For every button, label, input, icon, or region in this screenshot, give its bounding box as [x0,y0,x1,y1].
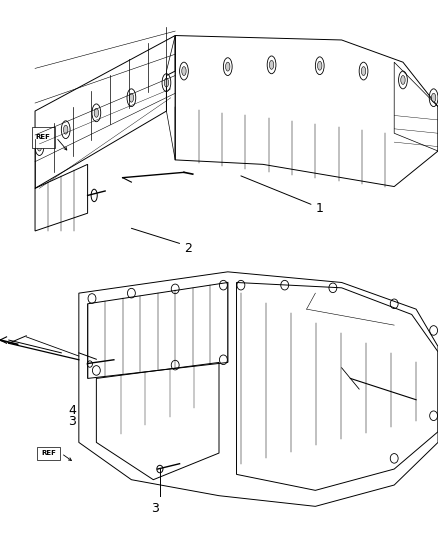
Text: 3: 3 [68,415,76,427]
Circle shape [37,142,42,151]
Circle shape [361,67,366,76]
Circle shape [431,93,436,102]
Circle shape [401,76,405,84]
Circle shape [64,125,68,134]
Text: REF: REF [36,134,51,140]
Text: REF: REF [41,450,56,456]
Bar [37,447,60,459]
Text: 1: 1 [315,202,323,215]
Text: 4: 4 [68,404,76,417]
Circle shape [226,62,230,71]
Circle shape [318,61,322,70]
Text: 2: 2 [184,242,192,255]
Circle shape [94,108,99,117]
Circle shape [164,78,169,87]
Bar [32,127,55,148]
Text: 3: 3 [152,502,159,515]
Circle shape [182,67,186,76]
Circle shape [129,93,134,102]
Circle shape [269,60,274,69]
